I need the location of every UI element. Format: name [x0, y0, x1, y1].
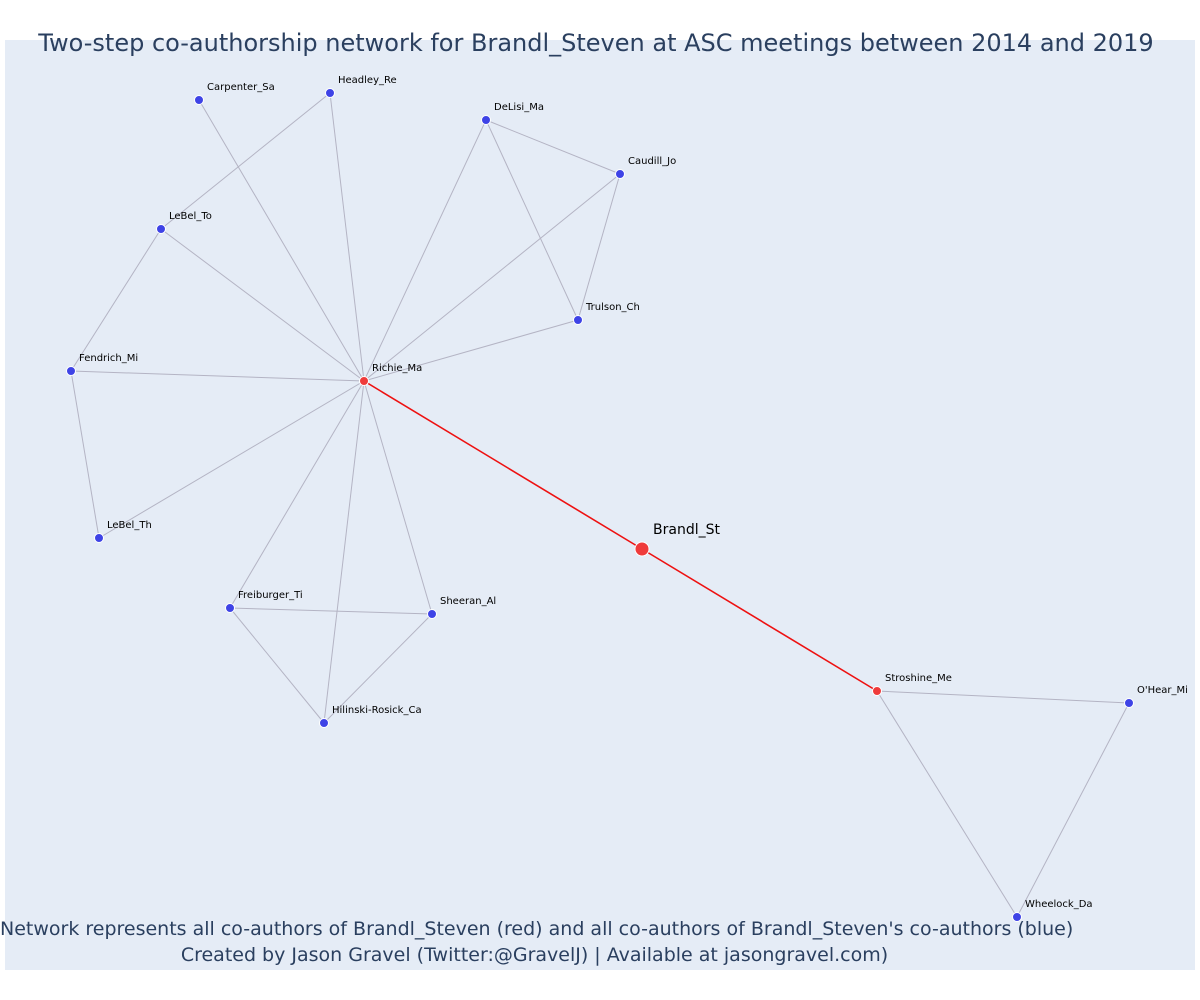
node-freiburger-ti[interactable] [226, 604, 235, 613]
node-label-wheelock-da: Wheelock_Da [1025, 899, 1093, 910]
node-label-delisi-ma: DeLisi_Ma [494, 102, 544, 113]
edge-lebel-to-fendrich-mi [71, 229, 161, 371]
node-label-lebel-th: LeBel_Th [107, 520, 152, 531]
node-delisi-ma[interactable] [482, 116, 491, 125]
edge-freiburger-ti-sheeran-al [230, 608, 432, 614]
node-sheeran-al[interactable] [428, 610, 437, 619]
labels-layer: Brandl_St Richie_Ma Stroshine_Me Carpenter_… [79, 75, 1188, 910]
edge-delisi-ma-caudill-jo [486, 120, 620, 174]
node-label-lebel-to: LeBel_To [169, 211, 212, 222]
node-label-richie-ma: Richie_Ma [372, 363, 422, 374]
edge-delisi-ma-trulson-ch [486, 120, 578, 320]
edge-brandl-st-stroshine-me [642, 549, 877, 691]
node-hilinski-rosick-ca[interactable] [320, 719, 329, 728]
node-label-stroshine-me: Stroshine_Me [885, 673, 952, 684]
nodes-layer [67, 89, 1134, 922]
node-label-fendrich-mi: Fendrich_Mi [79, 353, 138, 364]
node-carpenter-sa[interactable] [195, 96, 204, 105]
edge-richie-ma-lebel-to [161, 229, 364, 381]
node-trulson-ch[interactable] [574, 316, 583, 325]
node-label-sheeran-al: Sheeran_Al [440, 596, 496, 607]
edge-richie-ma-fendrich-mi [71, 371, 364, 381]
edge-freiburger-ti-hilinski-rosick-ca [230, 608, 324, 723]
node-label-carpenter-sa: Carpenter_Sa [207, 82, 275, 93]
node-lebel-to[interactable] [157, 225, 166, 234]
node-o-hear-mi[interactable] [1125, 699, 1134, 708]
node-label-freiburger-ti: Freiburger_Ti [238, 590, 303, 601]
edge-richie-ma-freiburger-ti [230, 381, 364, 608]
node-lebel-th[interactable] [95, 534, 104, 543]
edges-layer [71, 93, 1129, 917]
edge-headley-re-lebel-to [161, 93, 330, 229]
footer-credit: Created by Jason Gravel (Twitter:@Gravel… [0, 944, 1069, 966]
edge-stroshine-me-o-hear-mi [877, 691, 1129, 703]
edge-richie-ma-caudill-jo [364, 174, 620, 381]
chart-title: Two-step co-authorship network for Brand… [0, 29, 1192, 57]
edge-richie-ma-lebel-th [99, 381, 364, 538]
node-label-hilinski-rosick-ca: Hilinski-Rosick_Ca [332, 705, 422, 716]
node-label-caudill-jo: Caudill_Jo [628, 156, 676, 167]
node-label-o-hear-mi: O'Hear_Mi [1137, 685, 1188, 696]
node-label-trulson-ch: Trulson_Ch [585, 302, 640, 313]
footer-legend-note: Network represents all co-authors of Bra… [0, 918, 1069, 940]
node-label-brandl-st: Brandl_St [653, 522, 720, 538]
node-headley-re[interactable] [326, 89, 335, 98]
edge-stroshine-me-wheelock-da [877, 691, 1017, 917]
node-label-headley-re: Headley_Re [338, 75, 397, 86]
edge-o-hear-mi-wheelock-da [1017, 703, 1129, 917]
node-caudill-jo[interactable] [616, 170, 625, 179]
edge-richie-ma-delisi-ma [364, 120, 486, 381]
edge-richie-ma-headley-re [330, 93, 364, 381]
edge-richie-ma-carpenter-sa [199, 100, 364, 381]
edge-caudill-jo-trulson-ch [578, 174, 620, 320]
edge-fendrich-mi-lebel-th [71, 371, 99, 538]
edge-richie-ma-hilinski-rosick-ca [324, 381, 364, 723]
node-richie-ma[interactable] [360, 377, 369, 386]
node-brandl-st[interactable] [635, 542, 649, 556]
node-fendrich-mi[interactable] [67, 367, 76, 376]
node-stroshine-me[interactable] [873, 687, 882, 696]
